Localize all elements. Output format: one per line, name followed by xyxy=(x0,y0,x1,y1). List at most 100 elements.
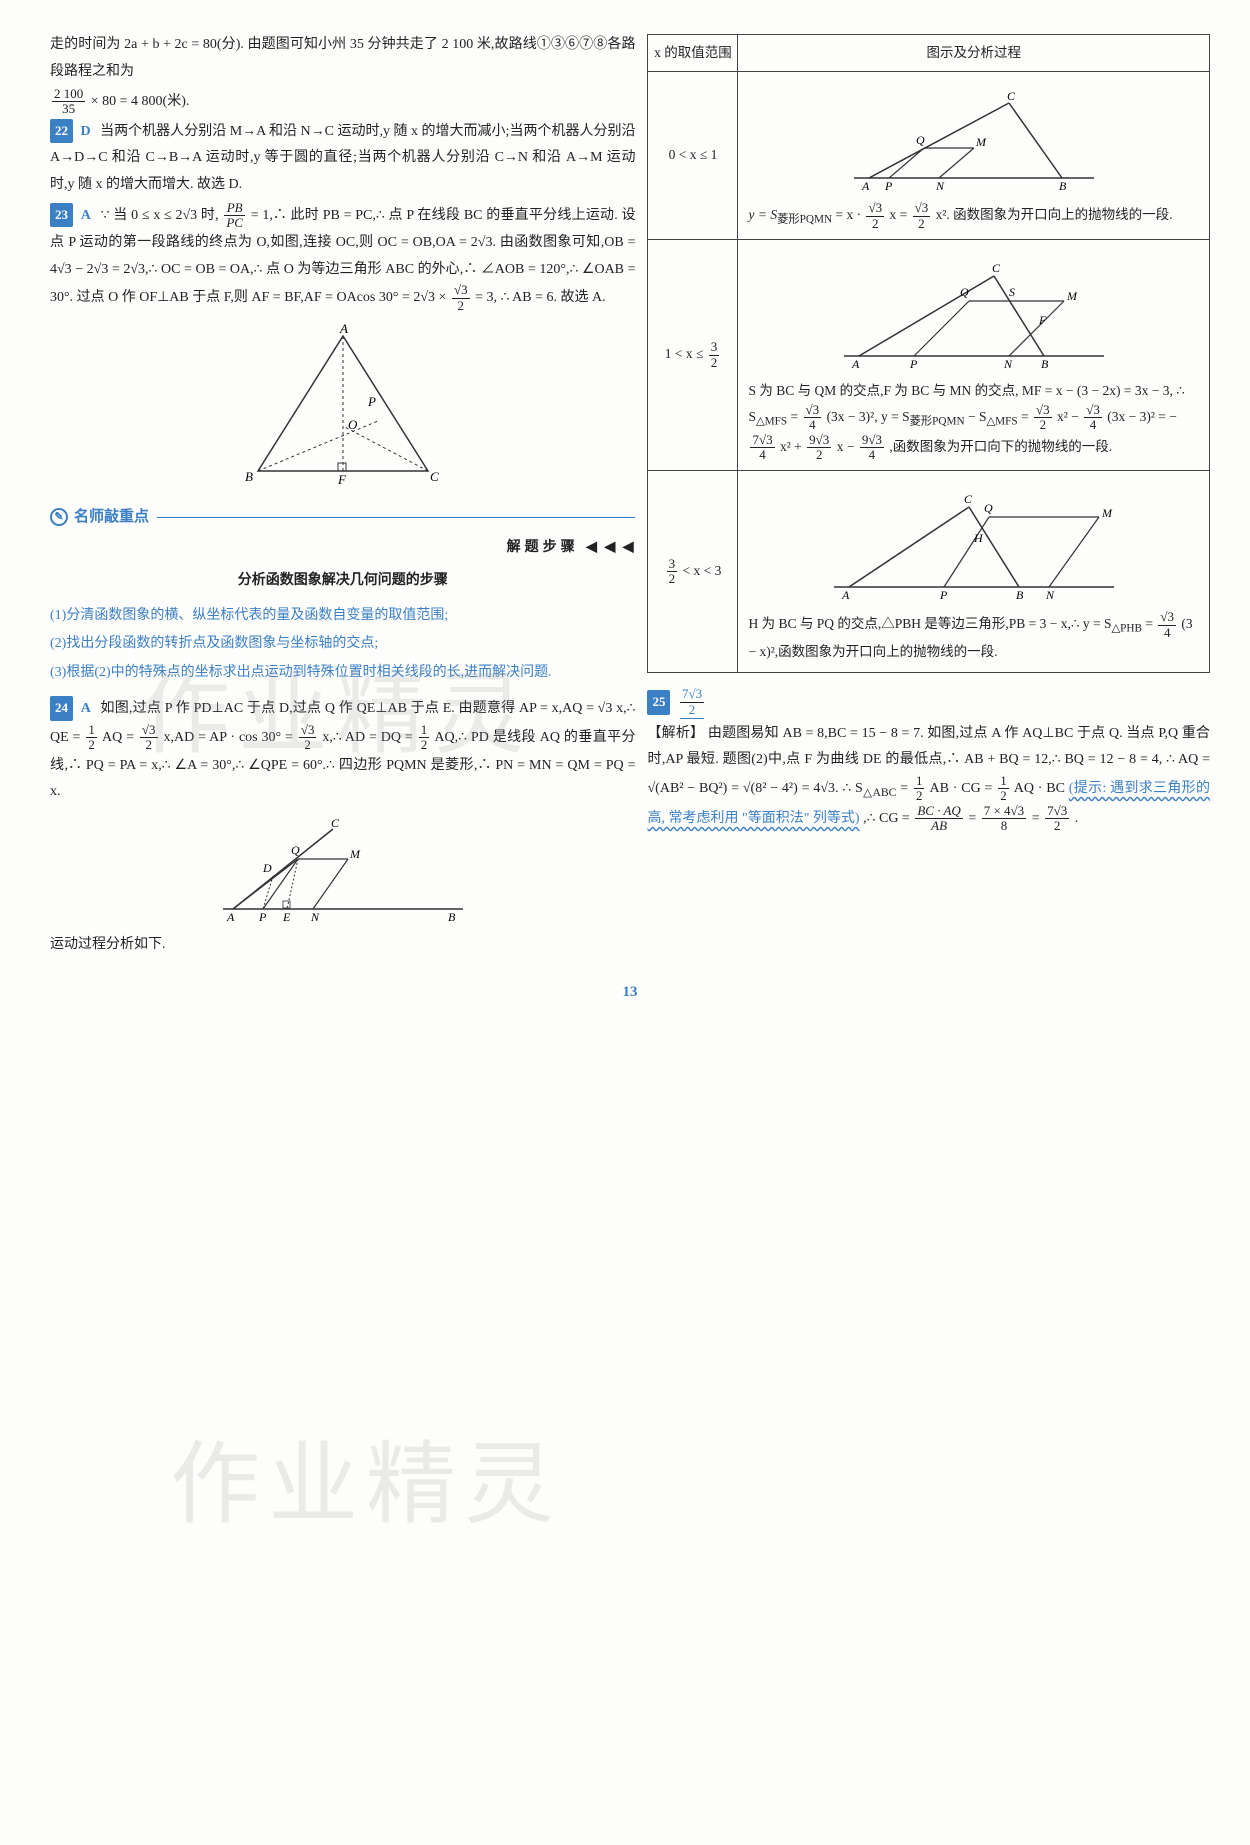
svg-text:Q: Q xyxy=(291,843,300,857)
analysis-label: 【解析】 xyxy=(647,726,704,741)
answer-value: 7√3 2 xyxy=(680,687,704,719)
section-icon: ✎ xyxy=(50,508,68,526)
analysis-cell: A P N B C Q M y = S菱形PQMN = x · √32 x = … xyxy=(738,72,1210,240)
table-row: 32 < x < 3 A P B N xyxy=(648,471,1210,673)
row3-diagram: A P B N C Q H M xyxy=(748,487,1199,602)
q24: 24 A 如图,过点 P 作 PD⊥AC 于点 D,过点 Q 作 QE⊥AB 于… xyxy=(50,696,635,805)
svg-text:M: M xyxy=(1066,289,1078,303)
svg-text:Q: Q xyxy=(984,501,993,515)
svg-text:M: M xyxy=(1101,506,1113,520)
svg-text:A: A xyxy=(851,357,860,371)
svg-text:A: A xyxy=(339,321,348,336)
svg-text:F: F xyxy=(337,472,347,487)
row2-diagram: A P N B C Q S M F xyxy=(748,256,1199,371)
svg-text:C: C xyxy=(331,816,340,830)
fraction: PB PC xyxy=(224,201,245,231)
row3-text: H 为 BC 与 PQ 的交点,△PBH 是等边三角形,PB = 3 − x,∴… xyxy=(748,610,1199,664)
svg-text:H: H xyxy=(973,531,984,545)
svg-text:C: C xyxy=(992,261,1001,275)
row1-diagram: A P N B C Q M xyxy=(748,88,1199,193)
q24-tail: 运动过程分析如下. xyxy=(50,932,635,959)
svg-text:N: N xyxy=(1003,357,1013,371)
steps-header: 解题步骤 ◀ ◀ ◀ xyxy=(50,535,635,562)
question-number: 25 xyxy=(647,690,670,715)
step-2: (2)找出分段函数的转折点及函数图象与坐标轴的交点; xyxy=(50,631,635,658)
svg-text:M: M xyxy=(349,847,361,861)
analysis-cell: A P B N C Q H M H 为 BC 与 PQ 的交点,△PBH 是等边… xyxy=(738,471,1210,673)
answer-letter: A xyxy=(81,701,91,716)
answer-letter: D xyxy=(81,124,91,139)
step-3: (3)根据(2)中的特殊点的坐标求出点运动到特殊位置时相关线段的长,进而解决问题… xyxy=(50,660,635,687)
intro-para: 走的时间为 2a + b + 2c = 80(分). 由题图可知小州 35 分钟… xyxy=(50,32,635,85)
text: × 80 = 4 800(米). xyxy=(87,94,189,109)
svg-text:B: B xyxy=(1041,357,1049,371)
svg-text:B: B xyxy=(1016,588,1024,602)
range-cell: 0 < x ≤ 1 xyxy=(648,72,738,240)
section-header: ✎ 名师敲重点 xyxy=(50,503,635,532)
arrows-icon: ◀ ◀ ◀ xyxy=(586,540,635,555)
watermark-2: 作业精灵 xyxy=(170,1400,562,1571)
svg-text:Q: Q xyxy=(960,285,969,299)
table-row: 0 < x ≤ 1 A P N B C xyxy=(648,72,1210,240)
text: ∵ 当 0 ≤ x ≤ 2√3 时, xyxy=(101,208,219,223)
svg-text:B: B xyxy=(1059,179,1067,193)
svg-text:D: D xyxy=(262,861,272,875)
svg-text:E: E xyxy=(282,910,291,924)
analysis-cell: A P N B C Q S M F S 为 BC 与 QM 的交点,F 为 BC… xyxy=(738,239,1210,470)
q24-diagram: A P E N B C Q M D xyxy=(50,814,635,924)
text: = 3, ∴ AB = 6. 故选 A. xyxy=(475,290,605,305)
left-column: 走的时间为 2a + b + 2c = 80(分). 由题图可知小州 35 分钟… xyxy=(50,30,635,960)
svg-text:M: M xyxy=(975,135,987,149)
svg-text:B: B xyxy=(245,469,253,484)
svg-text:C: C xyxy=(430,469,439,484)
two-column-layout: 走的时间为 2a + b + 2c = 80(分). 由题图可知小州 35 分钟… xyxy=(50,30,1210,960)
svg-text:B: B xyxy=(448,910,456,924)
q22: 22 D 当两个机器人分别沿 M→A 和沿 N→C 运动时,y 随 x 的增大而… xyxy=(50,119,635,199)
answer-letter: A xyxy=(81,208,91,223)
text: 当两个机器人分别沿 M→A 和沿 N→C 运动时,y 随 x 的增大而减小;当两… xyxy=(50,124,636,192)
text: 走的时间为 2a + b + 2c = 80(分). 由题图可知小州 35 分钟… xyxy=(50,37,635,79)
section-title-text: 名师敲重点 xyxy=(74,503,149,532)
svg-text:A: A xyxy=(226,910,235,924)
q25: 25 7√3 2 xyxy=(647,687,1210,719)
svg-text:A: A xyxy=(861,179,870,193)
svg-text:C: C xyxy=(1007,89,1016,103)
svg-text:O: O xyxy=(348,417,358,432)
row2-text: S 为 BC 与 QM 的交点,F 为 BC 与 MN 的交点, MF = x … xyxy=(748,379,1199,462)
range-cell: 32 < x < 3 xyxy=(648,471,738,673)
col-header-analysis: 图示及分析过程 xyxy=(738,35,1210,72)
svg-text:C: C xyxy=(964,492,973,506)
q25-analysis: 【解析】 由题图易知 AB = 8,BC = 15 − 8 = 7. 如图,过点… xyxy=(647,721,1210,834)
svg-text:A: A xyxy=(841,588,850,602)
svg-text:P: P xyxy=(909,357,918,371)
divider xyxy=(157,517,635,518)
svg-text:Q: Q xyxy=(916,133,925,147)
subtitle: 分析函数图象解决几何问题的步骤 xyxy=(50,568,635,595)
page-number: 13 xyxy=(50,978,1210,1007)
svg-text:P: P xyxy=(258,910,267,924)
q23-diagram: A B C O F P xyxy=(50,321,635,491)
table-header-row: x 的取值范围 图示及分析过程 xyxy=(648,35,1210,72)
intro-calc: 2 100 35 × 80 = 4 800(米). xyxy=(50,87,635,117)
col-header-range: x 的取值范围 xyxy=(648,35,738,72)
svg-text:F: F xyxy=(1038,313,1047,327)
fraction: √3 2 xyxy=(452,283,470,313)
svg-text:N: N xyxy=(1045,588,1055,602)
page-container: 作业精灵 作业精灵 走的时间为 2a + b + 2c = 80(分). 由题图… xyxy=(50,30,1210,1007)
svg-text:P: P xyxy=(367,394,376,409)
svg-text:P: P xyxy=(884,179,893,193)
fraction: 2 100 35 xyxy=(52,87,85,117)
question-number: 24 xyxy=(50,696,73,721)
svg-text:S: S xyxy=(1009,285,1015,299)
question-number: 22 xyxy=(50,119,73,144)
analysis-table: x 的取值范围 图示及分析过程 0 < x ≤ 1 A P xyxy=(647,34,1210,673)
svg-text:N: N xyxy=(935,179,945,193)
svg-text:N: N xyxy=(310,910,320,924)
step-1: (1)分清函数图象的横、纵坐标代表的量及函数自变量的取值范围; xyxy=(50,603,635,630)
range-cell: 1 < x ≤ 32 xyxy=(648,239,738,470)
table-row: 1 < x ≤ 32 A P N B xyxy=(648,239,1210,470)
right-column: x 的取值范围 图示及分析过程 0 < x ≤ 1 A P xyxy=(647,30,1210,960)
q23: 23 A ∵ 当 0 ≤ x ≤ 2√3 时, PB PC = 1,∴ 此时 P… xyxy=(50,201,635,313)
row1-text: y = S菱形PQMN = x · √32 x = √32 x². 函数图象为开… xyxy=(748,201,1199,231)
question-number: 23 xyxy=(50,203,73,228)
